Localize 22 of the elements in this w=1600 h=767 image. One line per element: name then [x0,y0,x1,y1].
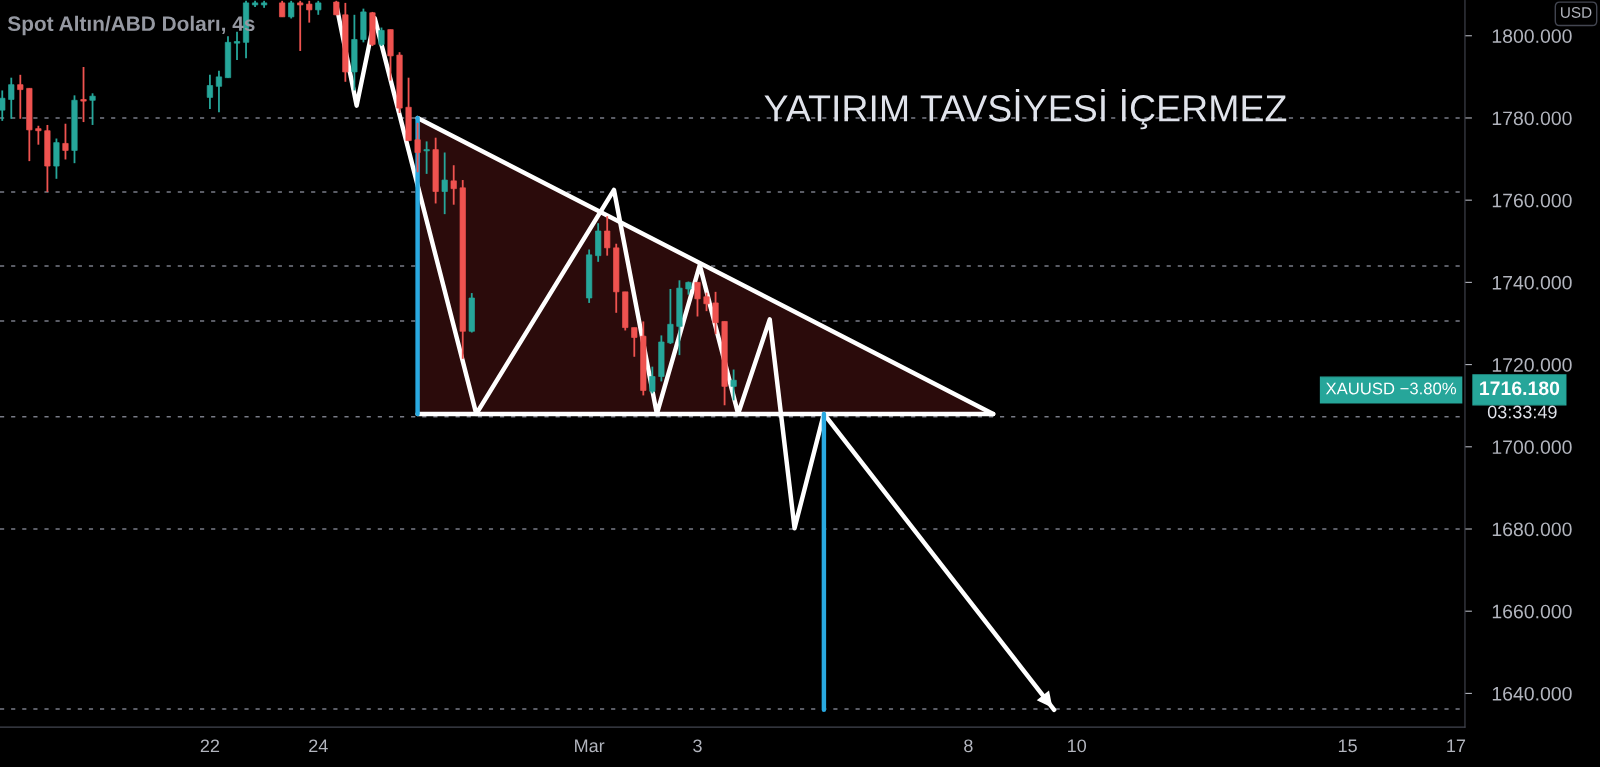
text: 03:33:49 [1487,405,1557,419]
y-tick-label: 1780.000 [1492,111,1572,126]
x-tick-label: 10 [1068,739,1087,753]
x-tick-label: 22 [200,739,220,753]
y-tick-label: 1640.000 [1492,686,1572,701]
x-tick-label: 8 [964,739,973,753]
y-tick-label: 1660.000 [1492,604,1572,619]
x-tick-label: Mar [575,739,605,753]
x-tick-label: 15 [1338,739,1357,753]
y-tick-label: 1700.000 [1492,440,1572,455]
y-tick-label: 1760.000 [1492,193,1572,208]
y-tick-label: 1720.000 [1492,358,1572,372]
annotation: XAUUSD −3.80% [1325,382,1457,395]
y-tick-label: 1740.000 [1492,275,1572,290]
annotation: YATIRIM TAVSİYESİ İÇERMEZ [764,88,1287,130]
text: 1716.180 [1480,381,1560,396]
y-tick-label: 1800.000 [1492,29,1572,43]
x-tick-label: 3 [693,739,702,753]
y-tick-label: 1680.000 [1492,522,1572,537]
text: USD [1561,7,1592,18]
x-tick-label: 24 [309,739,328,753]
x-tick-label: 17 [1447,739,1466,753]
